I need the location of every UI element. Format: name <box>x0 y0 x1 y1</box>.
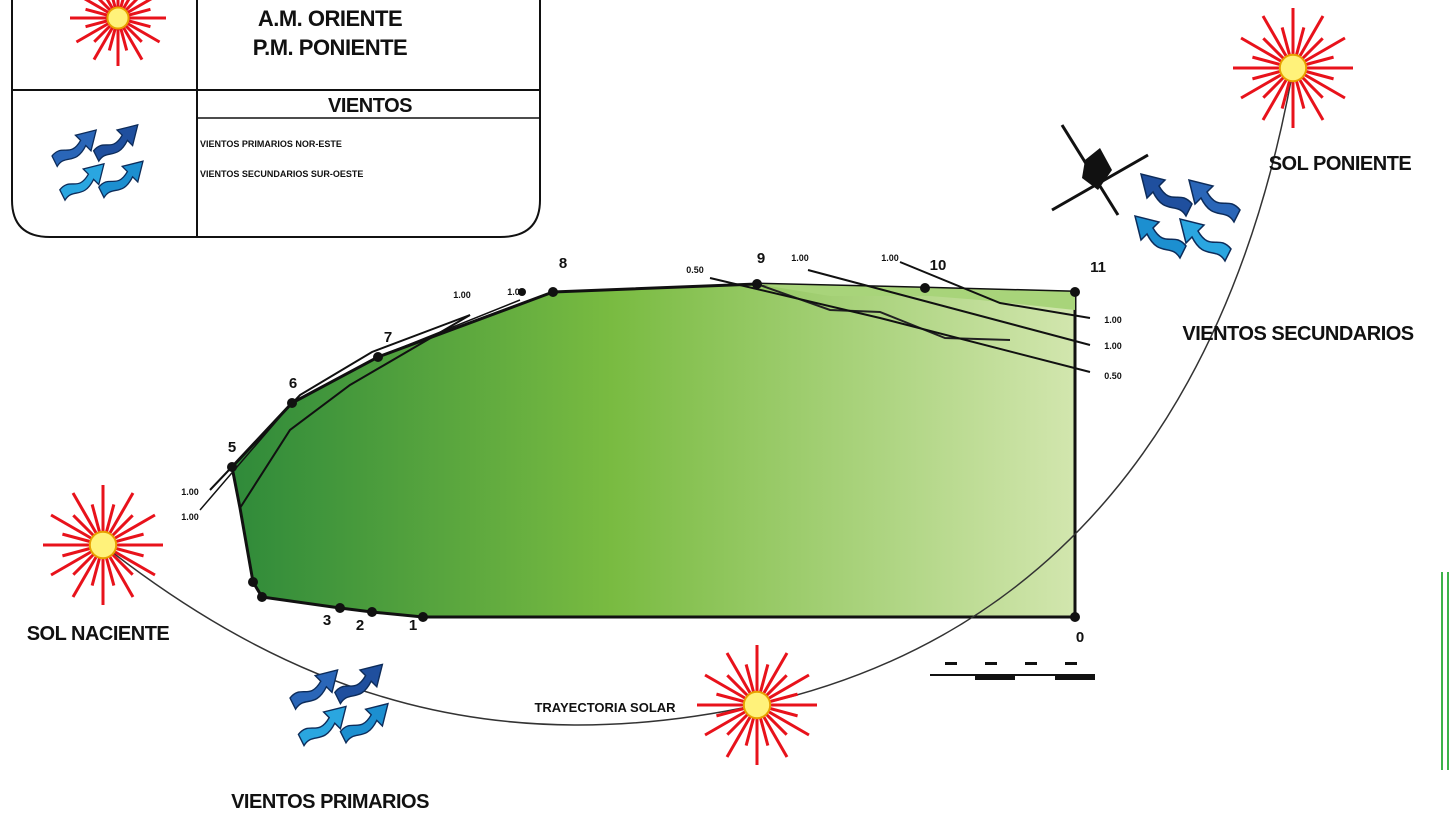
legend-text: VIENTOS PRIMARIOS NOR-ESTE <box>200 139 342 149</box>
vertex-label: 5 <box>228 439 236 456</box>
wind-arrow <box>1187 178 1241 224</box>
vertex-point <box>227 462 237 472</box>
wind-arrow <box>59 162 105 202</box>
label: SOL NACIENTE <box>27 623 170 645</box>
dimension-label: 1.00 <box>181 512 199 522</box>
vertex-label: 9 <box>757 250 765 267</box>
site-area <box>230 282 1077 619</box>
wind-arrow <box>51 129 98 168</box>
vertex-point <box>257 592 267 602</box>
vertex-point <box>248 577 258 587</box>
dimension-label: 1.00 <box>507 287 525 297</box>
wind-arrow <box>92 123 139 163</box>
dimension-label: 1.00 <box>453 290 471 300</box>
vertex-point <box>418 612 428 622</box>
contour <box>209 314 471 491</box>
scale-bar <box>930 662 1095 680</box>
north-arrow <box>1051 124 1149 216</box>
vertex-point <box>287 398 297 408</box>
sun-core <box>742 690 772 720</box>
vertex-label: 6 <box>289 375 297 392</box>
wind-icon <box>1133 172 1241 263</box>
legend-text: VIENTOS SECUNDARIOS SUR-OESTE <box>200 169 363 179</box>
label: SOL PONIENTE <box>1269 153 1412 175</box>
dimension-label: 1.00 <box>1104 341 1122 351</box>
legend-box <box>11 0 541 238</box>
wind-arrow <box>297 705 347 748</box>
label: TRAYECTORIA SOLAR <box>534 700 676 715</box>
dimension-label: 1.00 <box>181 487 199 497</box>
vertex-label: 10 <box>930 257 947 274</box>
vertex-label: 8 <box>559 255 567 272</box>
legend-title: VIENTOS <box>328 95 412 117</box>
vertex-point <box>752 279 762 289</box>
label: VIENTOS SECUNDARIOS <box>1182 323 1413 345</box>
legend-text: P.M. PONIENTE <box>253 35 407 60</box>
wind-arrow <box>98 160 144 199</box>
wind-icon <box>51 123 144 202</box>
dimension-label: 1.00 <box>881 253 899 263</box>
contour <box>199 299 521 511</box>
sun-core <box>1278 53 1308 83</box>
vertex-label: 11 <box>1090 259 1106 276</box>
dimension-label: 1.00 <box>1104 315 1122 325</box>
sun-icon <box>43 485 163 605</box>
vertex-point <box>518 288 526 296</box>
border-mark <box>1441 572 1449 770</box>
vertex-label: 2 <box>356 617 364 634</box>
terrace <box>757 284 1075 310</box>
sun-icon <box>70 0 166 66</box>
vertex-point <box>1070 287 1080 297</box>
vertex-point <box>548 287 558 297</box>
dimension-label: 0.50 <box>686 265 704 275</box>
vertex-point <box>367 607 377 617</box>
sun-icon <box>697 645 817 765</box>
wind-arrow <box>333 663 384 706</box>
vertex-point <box>920 283 930 293</box>
dimension-label: 1.00 <box>791 253 809 263</box>
dimension-label: 0.50 <box>1104 371 1122 381</box>
contour <box>807 269 1091 346</box>
label: VIENTOS PRIMARIOS <box>231 791 429 813</box>
wind-arrow <box>1178 217 1232 263</box>
vertex-label: 1 <box>409 617 417 634</box>
wind-arrow <box>289 669 339 711</box>
contour <box>899 261 1091 319</box>
wind-arrow <box>339 702 389 745</box>
contour <box>239 314 471 509</box>
wind-arrow <box>1139 172 1193 218</box>
legend-text: A.M. ORIENTE <box>258 6 402 31</box>
sun-core <box>88 530 118 560</box>
vertex-label: 7 <box>384 329 392 346</box>
vertex-label: 0 <box>1076 629 1084 646</box>
vertex-point <box>335 603 345 613</box>
wind-arrow <box>1133 214 1187 260</box>
sun-icon <box>1233 8 1353 128</box>
vertex-point <box>1070 612 1080 622</box>
sun-core <box>106 6 130 30</box>
contour <box>709 277 1091 373</box>
wind-icon <box>289 663 389 748</box>
vertex-point <box>373 352 383 362</box>
vertex-label: 3 <box>323 612 331 629</box>
